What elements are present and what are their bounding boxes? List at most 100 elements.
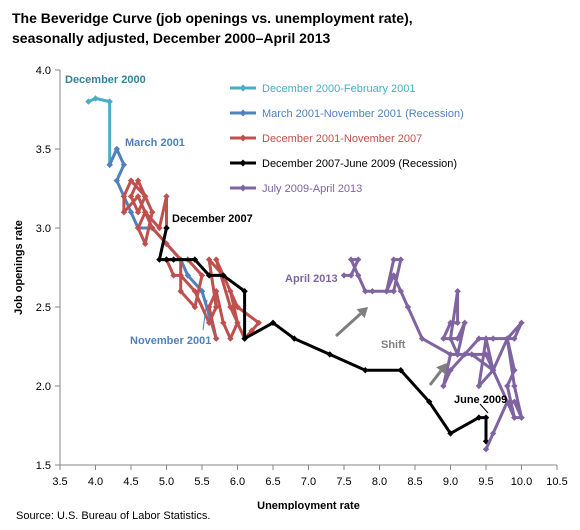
legend-swatch-marker [239,184,247,192]
series-4-point [397,367,404,374]
series-3-point [120,209,128,216]
shift-arrow-head [436,363,447,375]
annotation-label: April 2013 [285,273,338,285]
series-5-point [518,414,525,421]
x-tick-label: 7.0 [301,476,316,488]
series-5-line [342,258,523,451]
legend-entry-2: March 2001-November 2001 (Recession) [230,108,464,120]
series-5-point [447,351,454,358]
series-4-point [326,351,333,358]
y-axis-title: Job openings rate [13,220,25,315]
legend-label: December 2000-February 2001 [262,83,415,95]
legend-entry-3: December 2001-November 2007 [230,133,422,145]
series-5-point [340,272,348,279]
series-3-point [163,193,170,200]
legend-label: July 2009-April 2013 [262,183,362,195]
shift-arrow-shaft [428,369,443,386]
series-3-point [213,303,220,311]
series-4-point [482,414,490,421]
annotation-label: Shift [381,339,406,351]
series-5-point [504,382,511,390]
annotation-label: June 2009 [454,394,507,406]
series-4-point [426,398,433,405]
x-tick-label: 6.5 [265,476,280,488]
series-1-line [86,96,112,167]
series-3-point [156,224,163,232]
y-tick-label: 3.5 [36,144,51,156]
legend-swatch-marker [239,134,247,142]
series-2-point [198,288,206,295]
series-5-point [489,335,497,342]
series-3-point [205,256,213,263]
x-tick-label: 8.0 [372,476,387,488]
series-5-point [461,351,468,358]
series-3-point [170,272,177,279]
shift-arrow-head [356,307,368,319]
series-5-point [511,335,518,342]
series-5-point [475,335,483,342]
x-tick-label: 8.5 [407,476,422,488]
series-5-point [390,288,397,295]
chart-title: The Beveridge Curve (job openings vs. un… [12,8,572,48]
chart-axes: 3.5 4.0 4.5 5.0 5.5 6.0 6.5 7.0 7.5 8.0 8.5 9.0 9.5 1… [13,65,568,510]
series-5-point [447,367,454,374]
series-2-point [120,161,128,168]
series-2-point [127,209,135,216]
legend-entry-1: December 2000-February 2001 [230,83,415,95]
series-5-point [397,288,404,295]
legend-entry-5: July 2009-April 2013 [230,183,362,195]
y-tick-label: 4.0 [36,65,51,77]
series-4-point [191,256,199,263]
series-5-point [447,319,454,326]
series-4-point [220,272,227,279]
series-3-point [177,288,184,295]
series-5-point [347,256,355,263]
series-3-point [227,288,234,295]
series-3-point [227,303,234,311]
y-tick-label: 3.0 [36,223,51,235]
series-5-point [489,367,497,374]
chart-title-line-2: seasonally adjusted, December 2000–April… [12,30,331,46]
x-tick-label: 10.0 [511,476,532,488]
series-5-point [440,335,447,342]
series-5-point [447,335,454,342]
chart-annotations: December 2000 March 2001 December 2007 Nove… [65,74,507,414]
annotation-label: November 2001 [130,335,211,347]
source-note: Source: U.S. Bureau of Labor Statistics. [16,510,211,522]
series-3-point [255,319,262,326]
series-5-point [390,272,397,279]
series-5-point [369,288,376,295]
series-2-point [106,161,113,168]
x-tick-label: 3.5 [52,476,67,488]
series-3-point [177,272,184,279]
legend-swatch-marker [239,109,247,117]
legend-label: December 2001-November 2007 [262,133,422,145]
x-tick-label: 9.0 [443,476,458,488]
series-3-point [142,209,149,216]
x-axis-title: Unemployment rate [257,500,360,510]
series-5-point [390,256,397,263]
x-tick-label: 6.0 [230,476,245,488]
legend-label: December 2007-June 2009 (Recession) [262,158,457,170]
june-2009-leader [479,403,489,414]
series-4-point [170,256,177,263]
x-tick-label: 4.0 [88,476,103,488]
chart-series [85,95,525,453]
series-5-point [454,351,461,358]
november-2001-leader [202,299,208,331]
legend-entry-4: December 2007-June 2009 (Recession) [230,158,457,170]
x-tick-label: 5.0 [159,476,174,488]
series-5-point [383,288,390,295]
series-2-point [184,272,191,279]
series-5-point [362,288,369,295]
series-1-point [106,98,113,105]
series-4-point [447,430,454,437]
annotation-label: December 2007 [172,213,253,225]
series-3-point [134,224,142,232]
y-tick-label: 2.0 [36,381,51,393]
series-3-point [220,319,227,326]
series-3-point [134,177,142,184]
series-4-point [241,288,248,295]
series-1 [85,95,113,168]
series-4-point [269,319,277,326]
